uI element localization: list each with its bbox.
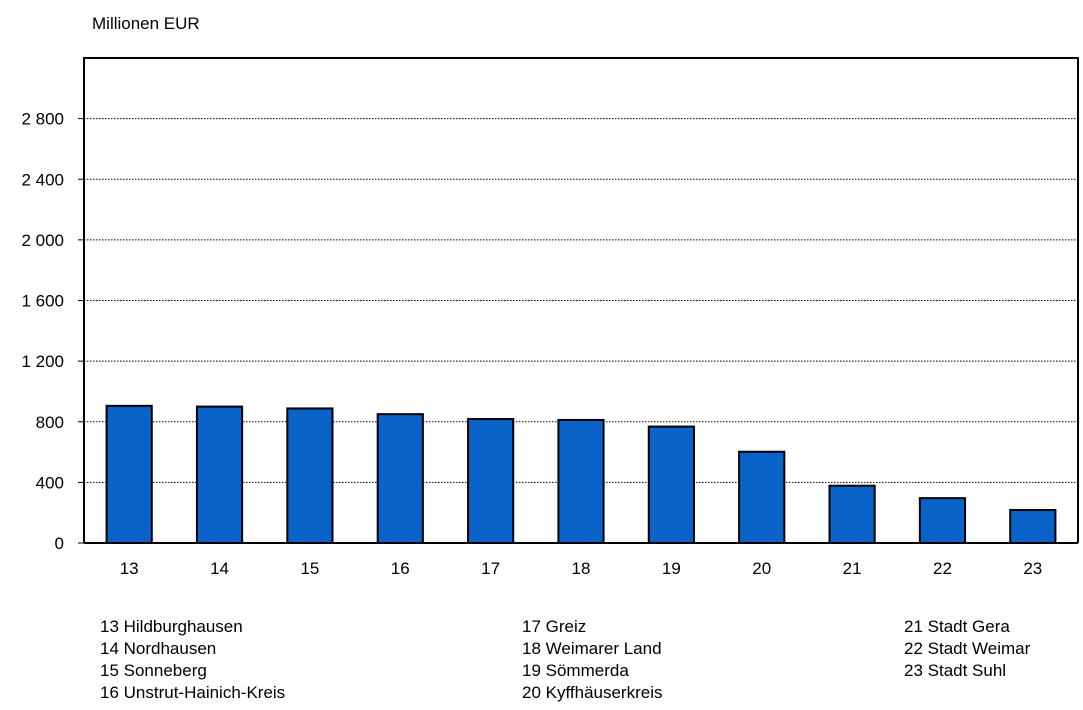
x-tick-label: 21 bbox=[843, 559, 862, 578]
x-tick-label: 14 bbox=[210, 559, 229, 578]
y-tick-label: 2 800 bbox=[21, 110, 64, 129]
bar-chart: 0 400 800 1 200 1 600 2 000 2 400 2 800 13 14 15 16… bbox=[21, 57, 1079, 578]
legend-column-2: 17 Greiz 18 Weimarer Land 19 Sömmerda 20… bbox=[522, 616, 662, 704]
legend-entry: 20 Kyffhäuserkreis bbox=[522, 683, 663, 702]
bar bbox=[557, 418, 605, 544]
bar bbox=[738, 450, 786, 544]
bar bbox=[195, 405, 244, 544]
bar bbox=[467, 418, 515, 545]
y-tick-label: 1 200 bbox=[21, 352, 64, 371]
legend-entry: 14 Nordhausen bbox=[100, 639, 217, 658]
bar bbox=[286, 407, 334, 544]
legend-entry: 23 Stadt Suhl bbox=[904, 661, 1007, 680]
legend-entry: 16 Unstrut-Hainich-Kreis bbox=[100, 683, 286, 702]
legend-column-1: 13 Hildburghausen 14 Nordhausen 15 Sonne… bbox=[100, 616, 285, 704]
x-tick-label: 13 bbox=[120, 559, 139, 578]
y-axis-unit-label: Millionen EUR bbox=[92, 14, 200, 33]
y-tick-label: 400 bbox=[36, 473, 64, 492]
legend-entry: 15 Sonneberg bbox=[100, 661, 207, 680]
bar bbox=[828, 484, 876, 545]
x-tick-label: 23 bbox=[1023, 559, 1042, 578]
legend-column-3: 21 Stadt Gera 22 Stadt Weimar 23 Stadt S… bbox=[904, 616, 1030, 682]
legend-entry: 19 Sömmerda bbox=[522, 661, 629, 680]
x-tick-label: 22 bbox=[933, 559, 952, 578]
legend-entry: 18 Weimarer Land bbox=[522, 639, 662, 658]
legend-entry: 17 Greiz bbox=[522, 617, 587, 636]
bar bbox=[376, 413, 424, 544]
bar bbox=[647, 425, 695, 545]
bar bbox=[918, 497, 967, 545]
y-tick-label: 1 600 bbox=[21, 292, 64, 311]
x-tick-label: 19 bbox=[662, 559, 681, 578]
bar bbox=[105, 404, 153, 544]
x-tick-label: 18 bbox=[572, 559, 591, 578]
y-tick-label: 800 bbox=[36, 413, 64, 432]
legend-entry: 21 Stadt Gera bbox=[904, 617, 1010, 636]
legend-entry: 13 Hildburghausen bbox=[100, 617, 243, 636]
x-tick-label: 17 bbox=[481, 559, 500, 578]
plot-frame bbox=[83, 57, 1079, 543]
x-tick-label: 20 bbox=[752, 559, 771, 578]
y-tick-label: 0 bbox=[55, 534, 64, 553]
y-tick-label: 2 000 bbox=[21, 231, 64, 250]
x-tick-label: 16 bbox=[391, 559, 410, 578]
bar bbox=[1009, 508, 1057, 545]
y-tick-label: 2 400 bbox=[21, 170, 64, 189]
legend-entry: 22 Stadt Weimar bbox=[904, 639, 1031, 658]
x-tick-label: 15 bbox=[300, 559, 319, 578]
